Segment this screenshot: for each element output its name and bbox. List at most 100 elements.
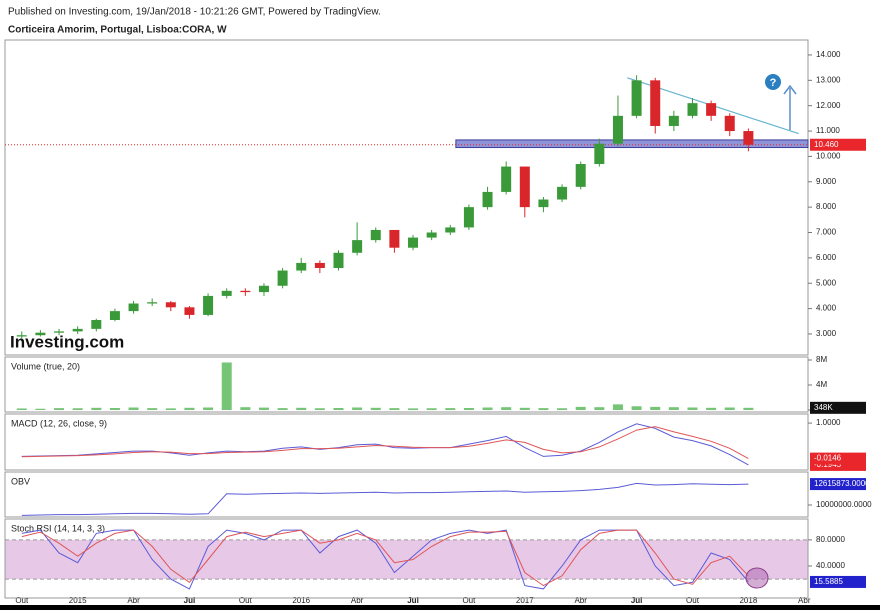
volume-bar — [538, 408, 549, 410]
volume-bar — [109, 408, 120, 410]
value-label: 15.5885 — [814, 577, 843, 586]
y-tick-label: 4M — [816, 380, 827, 389]
indicator-line — [21, 426, 749, 460]
candle-body — [743, 131, 754, 145]
candle-body — [650, 80, 661, 126]
candle-body — [221, 290, 232, 296]
highlight-circle — [745, 567, 769, 589]
volume-bar — [128, 407, 139, 410]
x-tick-label: Out — [462, 596, 476, 605]
value-label-box — [810, 575, 866, 588]
candle-body — [240, 290, 251, 293]
volume-bar — [743, 407, 754, 410]
x-tick-label: Jul — [631, 596, 643, 605]
indicator-line — [21, 529, 749, 587]
help-circle[interactable] — [765, 74, 781, 90]
x-tick-label: 2018 — [739, 596, 757, 605]
panel-frame — [4, 413, 809, 471]
x-tick-label: Out — [239, 596, 253, 605]
volume-bar — [463, 408, 474, 410]
y-tick-label: 80.0000 — [816, 535, 845, 544]
volume-bar — [594, 407, 605, 410]
volume-bar — [445, 408, 456, 410]
candle-body — [258, 285, 269, 293]
candle-body — [631, 80, 642, 116]
candle-body — [35, 332, 46, 336]
candle-body — [91, 320, 102, 329]
y-tick-label: 4.000 — [816, 304, 837, 313]
candle-body — [370, 229, 381, 241]
band-fill — [5, 539, 808, 580]
y-tick-label: 10000000.0000 — [816, 500, 872, 509]
volume-bar — [147, 408, 158, 410]
candle-body — [277, 270, 288, 286]
value-label: -0.0146 — [814, 454, 842, 463]
y-tick-label: 6.000 — [816, 253, 837, 262]
x-tick-label: Out — [15, 596, 29, 605]
x-tick-label: 2017 — [516, 596, 534, 605]
arrow-head — [783, 84, 797, 95]
y-tick-label: 7.000 — [816, 228, 837, 237]
published-line: Published on Investing.com, 19/Jan/2018 … — [8, 7, 381, 18]
volume-bar — [557, 408, 568, 410]
x-tick-label: Jul — [407, 596, 419, 605]
volume-bar — [277, 408, 288, 410]
candle-body — [482, 191, 493, 208]
x-tick-label: Abr — [574, 596, 587, 605]
candle-body — [724, 115, 735, 132]
candle-body — [501, 166, 512, 192]
candle-body — [184, 307, 195, 315]
candle-body — [594, 143, 605, 165]
volume-bar — [482, 407, 493, 410]
help-mark[interactable]: ? — [770, 77, 777, 89]
candle-body — [426, 232, 437, 238]
value-label: 12615873.0000 — [814, 479, 870, 488]
volume-bar — [370, 407, 381, 410]
y-tick-label: 11.000 — [816, 126, 840, 135]
support-zone — [455, 139, 809, 149]
candle-body — [575, 164, 586, 187]
candle-body — [128, 303, 139, 312]
volume-bar — [91, 407, 102, 410]
candle-body — [687, 103, 698, 116]
value-label-box — [810, 138, 866, 151]
candle-body — [389, 229, 400, 248]
candle-body — [668, 115, 679, 126]
candle-body — [519, 166, 530, 208]
volume-bar — [203, 407, 214, 410]
volume-bar — [258, 407, 269, 410]
volume-bar — [389, 408, 400, 410]
candle-body — [612, 115, 623, 144]
candle-body — [463, 207, 474, 228]
y-tick-label: 8.000 — [816, 202, 837, 211]
x-tick-label: Jul — [184, 596, 196, 605]
volume-bar — [35, 408, 46, 410]
volume-bar — [426, 408, 437, 410]
volume-bar — [221, 362, 232, 410]
candle-body — [445, 227, 456, 233]
volume-bar — [333, 408, 344, 410]
volume-bar — [519, 407, 530, 410]
volume-bar — [296, 407, 307, 410]
indicator-line — [21, 482, 749, 516]
watermark: Investing.com — [10, 332, 124, 351]
candle-body — [557, 186, 568, 200]
volume-bar — [54, 408, 65, 410]
panel-title: OBV — [11, 476, 30, 486]
volume-bar — [184, 407, 195, 410]
bottom-bar — [0, 605, 880, 610]
x-tick-label: Abr — [351, 596, 364, 605]
candle-body — [165, 302, 176, 308]
value-label: 10.460 — [814, 140, 839, 149]
volume-bar — [501, 407, 512, 410]
volume-bar — [612, 404, 623, 410]
help-icon[interactable]: ? — [765, 74, 781, 90]
volume-bar — [687, 407, 698, 410]
symbol-title: Corticeira Amorim, Portugal, Lisboa:CORA… — [8, 25, 227, 36]
candle-body — [16, 335, 27, 337]
volume-bar — [724, 407, 735, 410]
candle-body — [54, 331, 65, 333]
y-tick-label: 5.000 — [816, 278, 837, 287]
y-tick-label: 9.000 — [816, 177, 837, 186]
x-tick-label: Out — [686, 596, 700, 605]
